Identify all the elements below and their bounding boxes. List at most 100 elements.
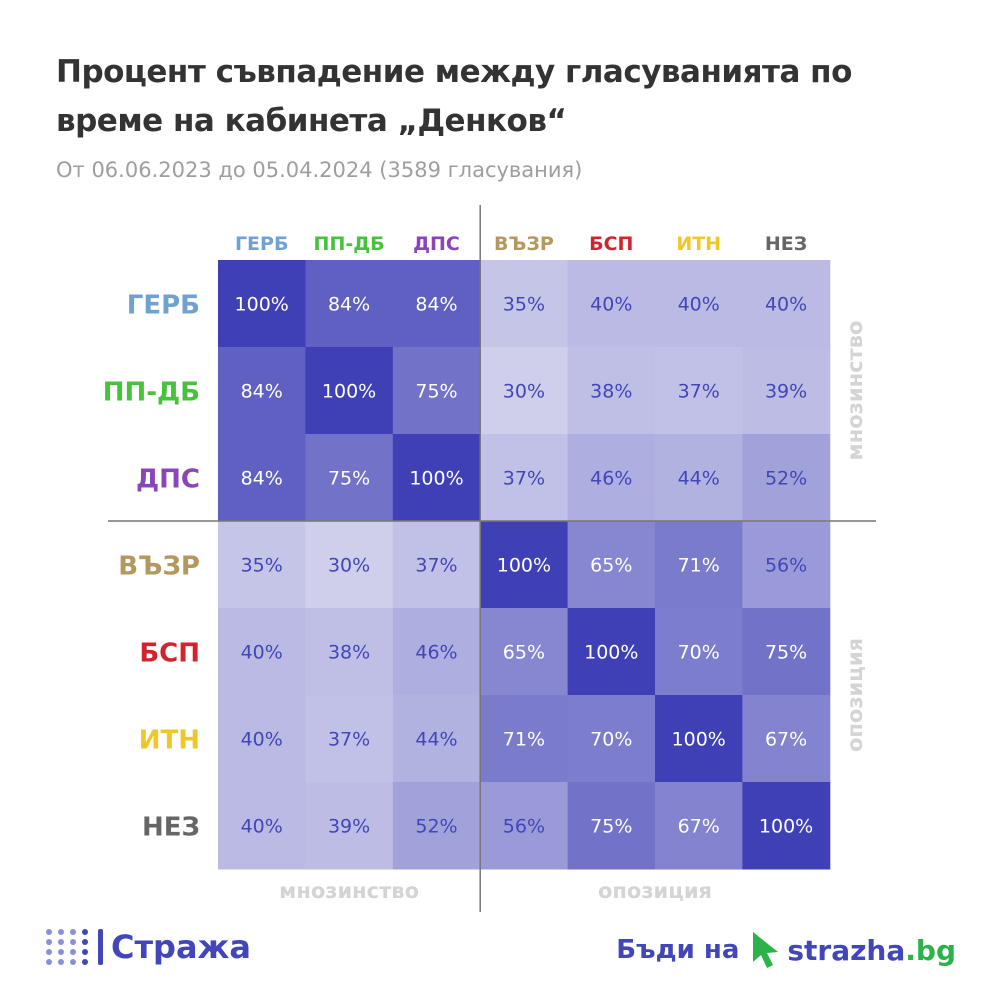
cell-value-label: 75% xyxy=(590,816,632,838)
logo-dot xyxy=(58,939,64,945)
cell-value-label: 44% xyxy=(415,729,457,751)
cell-value-label: 100% xyxy=(409,468,463,490)
cell-value-label: 40% xyxy=(678,294,720,316)
heatmap-cell xyxy=(655,347,743,435)
heatmap-cell xyxy=(305,347,394,435)
logo-dots-icon xyxy=(46,929,88,965)
cell-value-label: 84% xyxy=(241,381,283,403)
row-header-label: ГЕРБ xyxy=(127,291,200,321)
logo-dot xyxy=(46,949,52,955)
cell-value-label: 100% xyxy=(584,642,638,664)
heatmap-cell xyxy=(218,347,306,435)
cell-value-label: 30% xyxy=(328,555,370,577)
cell-value-label: 37% xyxy=(678,381,720,403)
cell-value-label: 37% xyxy=(328,729,370,751)
cell-value-label: 100% xyxy=(759,816,813,838)
heatmap-cell xyxy=(305,782,394,870)
logo-dot xyxy=(70,949,76,955)
logo-dot xyxy=(82,939,88,945)
heatmap-cell xyxy=(480,260,569,348)
heatmap-cell xyxy=(655,434,743,522)
heatmap-cell xyxy=(480,434,569,522)
heatmap-cell xyxy=(305,608,394,696)
logo-dot xyxy=(46,959,52,965)
cell-value-label: 65% xyxy=(590,555,632,577)
heatmap-cell xyxy=(392,608,481,696)
heatmap-cell xyxy=(392,521,481,609)
row-header-label: ИТН xyxy=(139,726,200,756)
heatmap-cell xyxy=(392,782,481,870)
heatmap-cell xyxy=(480,608,569,696)
cell-value-label: 100% xyxy=(322,381,376,403)
cell-value-label: 70% xyxy=(678,642,720,664)
heatmap-cell xyxy=(218,260,306,348)
heatmap-cell xyxy=(655,260,743,348)
heatmap-cell xyxy=(218,695,306,783)
cell-value-label: 37% xyxy=(415,555,457,577)
heatmap-cell xyxy=(655,608,743,696)
cell-value-label: 52% xyxy=(765,468,807,490)
heatmap-cell xyxy=(742,434,831,522)
cell-value-label: 30% xyxy=(503,381,545,403)
cell-value-label: 46% xyxy=(415,642,457,664)
cell-value-label: 56% xyxy=(503,816,545,838)
heatmap-cell xyxy=(305,521,394,609)
heatmap-cell xyxy=(567,434,656,522)
heatmap-cell xyxy=(392,260,481,348)
heatmap-cell xyxy=(305,695,394,783)
column-header-label: ДПС xyxy=(413,233,460,255)
heatmap-cell xyxy=(567,608,656,696)
column-header-label: ИТН xyxy=(676,233,721,255)
cell-value-label: 40% xyxy=(241,642,283,664)
row-header-label: ДПС xyxy=(136,465,200,495)
logo-dot xyxy=(70,939,76,945)
cell-value-label: 46% xyxy=(590,468,632,490)
cell-value-label: 75% xyxy=(328,468,370,490)
logo-text: Стража xyxy=(111,928,251,966)
cell-value-label: 71% xyxy=(678,555,720,577)
row-header-label: ВЪЗР xyxy=(118,552,200,582)
row-header-label: НЕЗ xyxy=(142,813,200,843)
cell-value-label: 35% xyxy=(241,555,283,577)
cta-text: Бъди на xyxy=(616,935,740,965)
cell-value-label: 84% xyxy=(415,294,457,316)
group-label-opposition-side: опозиция xyxy=(843,638,867,752)
heatmap-cell xyxy=(655,521,743,609)
logo-dot xyxy=(82,949,88,955)
heatmap-cell xyxy=(742,260,831,348)
logo-dot xyxy=(58,959,64,965)
logo-dot xyxy=(70,959,76,965)
cell-value-label: 38% xyxy=(328,642,370,664)
heatmap-cell xyxy=(218,521,306,609)
cell-value-label: 100% xyxy=(672,729,726,751)
heatmap-cell xyxy=(655,782,743,870)
logo-dot xyxy=(82,929,88,935)
strazha-logo[interactable]: Стража xyxy=(46,928,251,966)
heatmap-cell xyxy=(742,608,831,696)
heatmap-cell xyxy=(742,782,831,870)
cell-value-label: 52% xyxy=(415,816,457,838)
site-name: strazha xyxy=(787,933,906,967)
logo-dot xyxy=(46,939,52,945)
column-header-label: ПП-ДБ xyxy=(314,233,385,255)
cell-value-label: 67% xyxy=(678,816,720,838)
heatmap-cell xyxy=(218,434,306,522)
heatmap-cell xyxy=(742,521,831,609)
heatmap-cell xyxy=(305,260,394,348)
cell-value-label: 40% xyxy=(590,294,632,316)
footer-cta-link[interactable]: Бъди на strazha.bg xyxy=(616,930,956,970)
cell-value-label: 39% xyxy=(328,816,370,838)
heatmap-cell xyxy=(480,521,569,609)
cell-value-label: 100% xyxy=(497,555,551,577)
logo-dot xyxy=(70,929,76,935)
cell-value-label: 84% xyxy=(328,294,370,316)
group-label-opposition-bottom: опозиция xyxy=(598,879,712,903)
heatmap-cell xyxy=(567,695,656,783)
column-header-label: ВЪЗР xyxy=(494,233,554,255)
cell-value-label: 35% xyxy=(503,294,545,316)
logo-dot xyxy=(46,929,52,935)
logo-dot xyxy=(58,949,64,955)
cell-value-label: 70% xyxy=(590,729,632,751)
heatmap-cell xyxy=(655,695,743,783)
